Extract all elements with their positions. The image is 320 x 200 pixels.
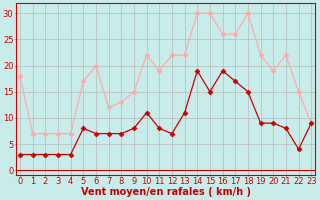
X-axis label: Vent moyen/en rafales ( km/h ): Vent moyen/en rafales ( km/h )	[81, 187, 251, 197]
